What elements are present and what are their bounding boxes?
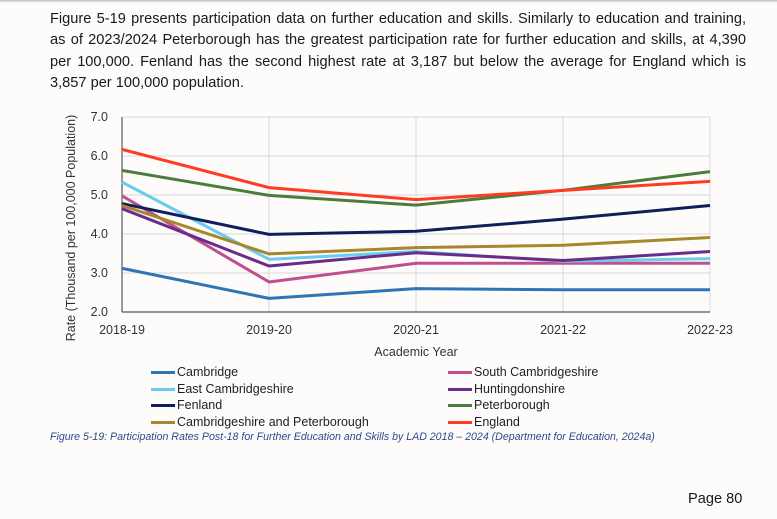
- x-tick-label: 2019-20: [246, 323, 292, 337]
- legend-item: Huntingdonshire: [448, 381, 565, 397]
- legend-label: Cambridge: [177, 365, 239, 379]
- series-line-cambridgeshire-and-peterborough: [121, 204, 711, 256]
- y-tick-label: 4.0: [91, 227, 108, 241]
- y-tick-label: 5.0: [91, 188, 108, 202]
- legend-swatch: [448, 403, 472, 407]
- page-number: Page 80: [688, 491, 743, 507]
- legend-label: Peterborough: [474, 398, 550, 412]
- legend-label: Huntingdonshire: [474, 382, 566, 396]
- x-tick-label: 2020-21: [393, 323, 439, 337]
- series-line-huntingdonshire: [121, 207, 711, 268]
- legend-item: Cambridgeshire and Peterborough: [151, 414, 369, 430]
- legend-item: England: [448, 414, 520, 430]
- x-tick-label: 2021-22: [540, 323, 586, 337]
- y-tick-label: 6.0: [91, 149, 108, 163]
- series-line-peterborough: [121, 168, 711, 207]
- y-tick-label: 3.0: [91, 266, 108, 280]
- legend-item: Cambridge: [151, 364, 238, 380]
- legend-swatch: [151, 420, 175, 424]
- body-paragraph: Figure 5-19 presents participation data …: [50, 11, 746, 92]
- figure-caption: Figure 5-19: Participation Rates Post-18…: [50, 431, 655, 443]
- legend-swatch: [151, 387, 175, 391]
- series-line-cambridge: [121, 266, 710, 300]
- x-tick-label: 2018-19: [99, 323, 145, 337]
- x-axis-title: Academic Year: [374, 345, 457, 359]
- legend-label: East Cambridgeshire: [177, 382, 294, 396]
- legend-swatch: [448, 370, 472, 374]
- legend-swatch: [448, 387, 472, 391]
- series-line-south-cambridgeshire: [121, 194, 710, 284]
- legend-item: South Cambridgeshire: [448, 364, 598, 380]
- y-axis-title: Rate (Thousand per 100,000 Population): [64, 115, 78, 342]
- legend-item: Peterborough: [448, 397, 550, 413]
- legend-label: Fenland: [177, 398, 223, 412]
- series-line-fenland: [121, 202, 711, 236]
- legend-swatch: [448, 420, 472, 424]
- legend-swatch: [151, 403, 175, 407]
- legend-swatch: [151, 370, 175, 374]
- legend-label: South Cambridgeshire: [474, 365, 599, 379]
- series-line-england: [121, 147, 711, 202]
- legend-label: Cambridgeshire and Peterborough: [177, 415, 369, 429]
- x-tick-label: 2022-23: [687, 323, 733, 337]
- y-tick-label: 7.0: [91, 110, 108, 124]
- legend-label: England: [474, 415, 520, 429]
- legend-item: Fenland: [151, 397, 222, 413]
- page-top-edge: [0, 0, 777, 3]
- legend-item: East Cambridgeshire: [151, 381, 294, 397]
- y-tick-label: 2.0: [91, 305, 108, 319]
